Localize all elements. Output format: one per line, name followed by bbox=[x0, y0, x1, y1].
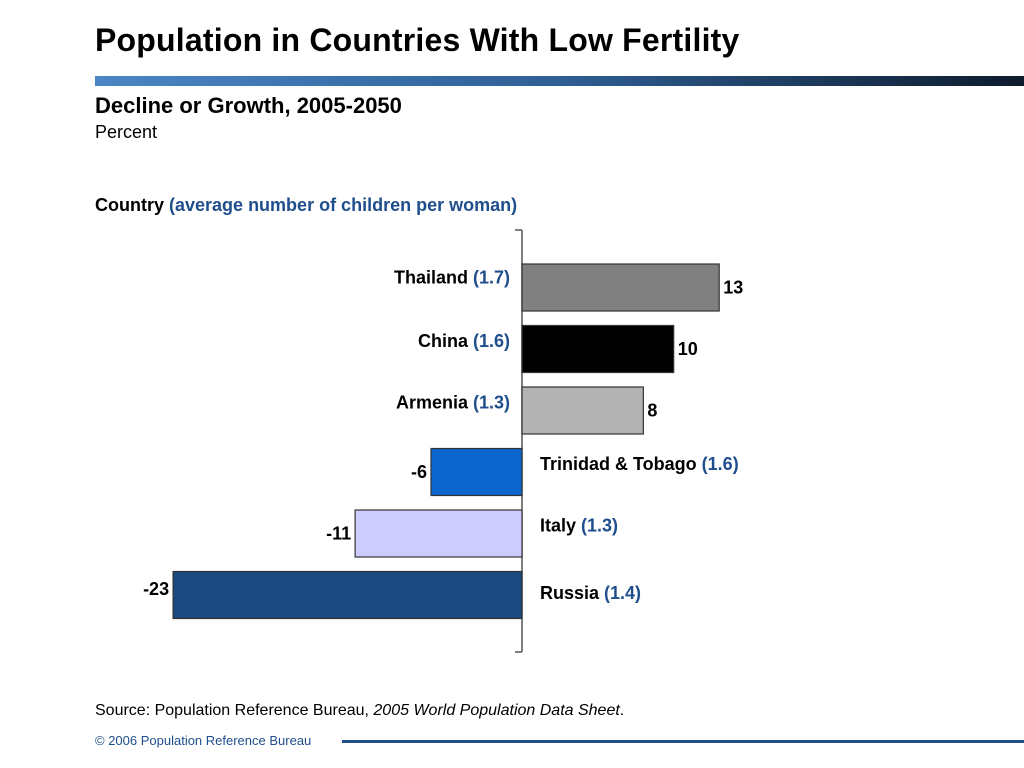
chart-subtitle: Decline or Growth, 2005-2050 bbox=[95, 93, 402, 118]
value-label-russia: -23 bbox=[143, 579, 169, 599]
footer-divider bbox=[342, 740, 1024, 743]
category-label-italy: Italy (1.3) bbox=[540, 516, 618, 536]
value-label-italy: -11 bbox=[326, 524, 351, 544]
source-note: Source: Population Reference Bureau, 200… bbox=[95, 702, 624, 720]
legend-header: Country (average number of children per … bbox=[95, 195, 517, 216]
category-label-trinidad-tobago: Trinidad & Tobago (1.6) bbox=[540, 454, 739, 474]
category-label-armenia: Armenia (1.3) bbox=[396, 393, 510, 413]
value-label-trinidad-tobago: -6 bbox=[411, 462, 427, 482]
bar-china bbox=[521, 324, 675, 374]
value-label-thailand: 13 bbox=[723, 278, 743, 298]
bar-trinidad-tobago bbox=[430, 447, 523, 497]
source-suffix: . bbox=[619, 702, 625, 719]
source-prefix: Source: Population Reference Bureau, bbox=[95, 702, 374, 719]
category-label-russia: Russia (1.4) bbox=[540, 583, 641, 603]
legend-header-note: (average number of children per woman) bbox=[169, 195, 518, 215]
title-divider bbox=[95, 76, 1024, 86]
bar-armenia bbox=[521, 386, 644, 435]
bar-italy bbox=[354, 509, 523, 558]
bar-russia bbox=[172, 570, 523, 620]
legend-header-country: Country bbox=[95, 195, 164, 215]
source-title: 2005 World Population Data Sheet bbox=[373, 702, 620, 719]
unit-label: Percent bbox=[95, 122, 158, 142]
category-label-thailand: Thailand (1.7) bbox=[394, 268, 510, 288]
slide-title: Population in Countries With Low Fertili… bbox=[95, 22, 740, 58]
category-label-china: China (1.6) bbox=[418, 331, 510, 351]
copyright-footer: © 2006 Population Reference Bureau bbox=[95, 733, 312, 748]
value-label-armenia: 8 bbox=[647, 401, 657, 421]
value-label-china: 10 bbox=[678, 339, 698, 359]
bar-thailand bbox=[521, 263, 720, 312]
